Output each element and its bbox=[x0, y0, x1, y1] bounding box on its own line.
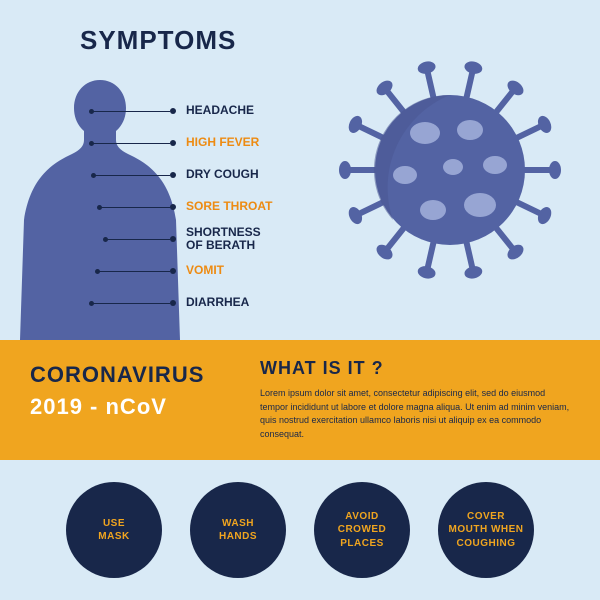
banner-right: WHAT IS IT ? Lorem ipsum dolor sit amet,… bbox=[250, 340, 600, 460]
connector-line bbox=[92, 143, 170, 144]
tips-section: USE MASK WASH HANDS AVOID CROWED PLACES COV… bbox=[0, 460, 600, 600]
symptom-label: DIARRHEA bbox=[186, 296, 249, 309]
connector-line bbox=[106, 239, 170, 240]
tip-label: USE MASK bbox=[90, 517, 137, 544]
connector-tip-icon bbox=[103, 237, 108, 242]
symptom-label: HIGH FEVER bbox=[186, 136, 259, 149]
symptom-row: HIGH FEVER bbox=[170, 127, 272, 159]
connector-tip-icon bbox=[89, 109, 94, 114]
symptom-dot-icon bbox=[170, 204, 176, 210]
symptom-dot-icon bbox=[170, 300, 176, 306]
virus-icon bbox=[335, 55, 565, 285]
banner-left: CORONAVIRUS 2019 - nCoV bbox=[0, 340, 250, 460]
connector-tip-icon bbox=[95, 269, 100, 274]
symptom-dot-icon bbox=[170, 108, 176, 114]
tip-circle: COVER MOUTH WHEN COUGHING bbox=[438, 482, 534, 578]
tip-label: AVOID CROWED PLACES bbox=[330, 510, 395, 551]
symptom-row: SHORTNESS OF BERATH bbox=[170, 223, 272, 255]
tip-label: COVER MOUTH WHEN COUGHING bbox=[441, 510, 532, 551]
connector-tip-icon bbox=[89, 301, 94, 306]
symptom-dot-icon bbox=[170, 268, 176, 274]
symptom-label: HEADACHE bbox=[186, 104, 254, 117]
what-title: WHAT IS IT ? bbox=[260, 358, 575, 379]
symptom-row: SORE THROAT bbox=[170, 191, 272, 223]
symptom-row: DIARRHEA bbox=[170, 287, 272, 319]
symptom-label: VOMIT bbox=[186, 264, 224, 277]
connector-line bbox=[92, 303, 170, 304]
banner-section: CORONAVIRUS 2019 - nCoV WHAT IS IT ? Lor… bbox=[0, 340, 600, 460]
symptom-row: DRY COUGH bbox=[170, 159, 272, 191]
connector-line bbox=[98, 271, 170, 272]
connector-tip-icon bbox=[97, 205, 102, 210]
infographic-root: SYMPTOMS HEADACHE HIGH FEVER DRY COUGH SORE… bbox=[0, 0, 600, 600]
what-text: Lorem ipsum dolor sit amet, consectetur … bbox=[260, 387, 575, 441]
symptom-row: HEADACHE bbox=[170, 95, 272, 127]
top-section: SYMPTOMS HEADACHE HIGH FEVER DRY COUGH SORE… bbox=[0, 0, 600, 340]
symptom-dot-icon bbox=[170, 140, 176, 146]
connector-tip-icon bbox=[89, 141, 94, 146]
silhouette-path bbox=[20, 80, 180, 340]
connector-line bbox=[92, 111, 170, 112]
connector-line bbox=[100, 207, 170, 208]
tip-circle: AVOID CROWED PLACES bbox=[314, 482, 410, 578]
symptom-dot-icon bbox=[170, 236, 176, 242]
symptom-label: DRY COUGH bbox=[186, 168, 259, 181]
symptom-dot-icon bbox=[170, 172, 176, 178]
tip-label: WASH HANDS bbox=[211, 517, 265, 544]
symptom-label: SORE THROAT bbox=[186, 200, 272, 213]
symptom-list: HEADACHE HIGH FEVER DRY COUGH SORE THROAT SH… bbox=[170, 95, 272, 319]
connector-tip-icon bbox=[91, 173, 96, 178]
symptom-label: SHORTNESS OF BERATH bbox=[186, 226, 261, 252]
symptom-row: VOMIT bbox=[170, 255, 272, 287]
tip-circle: WASH HANDS bbox=[190, 482, 286, 578]
virus-name: CORONAVIRUS bbox=[30, 362, 232, 388]
body-silhouette-icon bbox=[20, 80, 180, 340]
tip-circle: USE MASK bbox=[66, 482, 162, 578]
page-title: SYMPTOMS bbox=[80, 25, 236, 56]
connector-line bbox=[94, 175, 170, 176]
virus-year: 2019 - nCoV bbox=[30, 394, 232, 420]
